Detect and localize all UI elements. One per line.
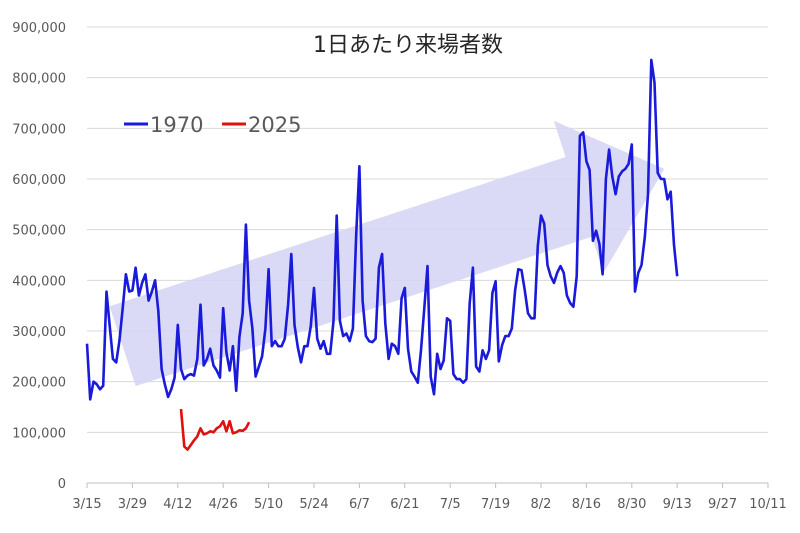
chart-title: 1日あたり来場者数 <box>313 33 503 58</box>
y-tick-label: 400,000 <box>12 274 66 289</box>
x-tick-label: 9/27 <box>708 497 737 512</box>
y-tick-label: 100,000 <box>12 426 66 441</box>
x-tick-label: 5/10 <box>254 497 283 512</box>
y-tick-label: 700,000 <box>12 122 66 137</box>
x-tick-label: 3/29 <box>118 497 147 512</box>
y-tick-label: 0 <box>58 477 66 492</box>
y-tick-label: 300,000 <box>12 325 66 340</box>
x-tick-label: 3/15 <box>72 497 101 512</box>
series-line-1970 <box>85 58 679 401</box>
legend-label-2025: 2025 <box>248 113 301 137</box>
x-tick-label: 6/7 <box>349 497 370 512</box>
x-tick-label: 6/21 <box>390 497 419 512</box>
x-tick-label: 10/11 <box>749 497 786 512</box>
x-tick-label: 4/26 <box>209 497 238 512</box>
legend: 1970 2025 <box>124 113 301 137</box>
x-tick-label: 8/2 <box>531 497 552 512</box>
y-axis: 0 100,000 200,000 300,000 400,000 500,000 600,… <box>12 21 66 492</box>
x-tick-label: 8/16 <box>572 497 601 512</box>
x-tick-label: 7/5 <box>440 497 461 512</box>
y-tick-label: 200,000 <box>12 376 66 391</box>
x-tick-label: 8/30 <box>617 497 646 512</box>
y-tick-label: 500,000 <box>12 224 66 239</box>
trend-arrow <box>109 120 665 387</box>
trend-arrow-layer <box>109 120 665 387</box>
x-tick-label: 9/13 <box>663 497 692 512</box>
x-tick-label: 4/12 <box>163 497 192 512</box>
x-tick-label: 7/19 <box>481 497 510 512</box>
series-layer <box>85 58 679 451</box>
legend-label-1970: 1970 <box>150 113 203 137</box>
x-tick-label: 5/24 <box>299 497 328 512</box>
y-tick-label: 900,000 <box>12 21 66 36</box>
y-tick-label: 600,000 <box>12 173 66 188</box>
x-axis: 3/15 3/29 4/12 4/26 5/10 5/24 6/7 6/21 7/5 7/19 8/… <box>72 483 787 512</box>
y-tick-label: 800,000 <box>12 72 66 87</box>
series-line-2025 <box>179 408 251 451</box>
